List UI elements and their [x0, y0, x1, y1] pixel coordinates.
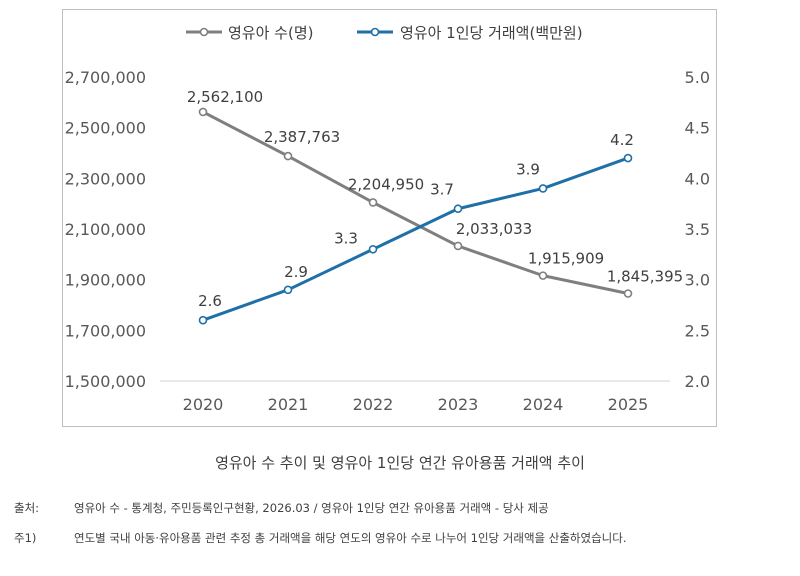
series-1-point [453, 241, 463, 251]
right-axis-tick-label: 3.5 [685, 220, 710, 239]
legend-label-2: 영유아 1인당 거래액(백만원) [400, 24, 583, 42]
series-line-1 [202, 110, 629, 295]
series-2-data-label: 2.6 [198, 292, 222, 310]
left-axis-tick-label: 2,700,000 [65, 68, 146, 87]
x-axis-tick-label: 2025 [608, 395, 649, 414]
chart-caption: 영유아 수 추이 및 영유아 1인당 연간 유아용품 거래액 추이 [215, 454, 585, 472]
footnote-text: 연도별 국내 아동·유아용품 관련 추정 총 거래액을 해당 연도의 영유아 수… [74, 531, 627, 545]
x-axis-tick-label: 2024 [523, 395, 564, 414]
legend-label-1: 영유아 수(명) [228, 24, 313, 42]
source-note-label: 출처: [14, 501, 40, 515]
series-2-point [453, 204, 463, 214]
series-1-data-label: 1,845,395 [607, 267, 683, 285]
line-chart: 1,500,000 1,700,000 1,900,000 2,100,000 2,30… [65, 24, 710, 414]
series-1-data-label: 2,387,763 [264, 128, 340, 146]
series-2-point [283, 285, 293, 295]
series-line-2 [202, 156, 629, 322]
right-axis-tick-label: 3.0 [685, 271, 710, 290]
series-2-point [198, 315, 208, 325]
series-1-data-label: 2,033,033 [456, 220, 532, 238]
series-1-point [538, 271, 548, 280]
left-axis-tick-label: 2,100,000 [65, 220, 146, 239]
series-2-point [368, 244, 378, 254]
series-1-data-label: 2,204,950 [348, 175, 424, 193]
series-2-point [623, 153, 633, 163]
right-axis-tick-label: 2.0 [685, 372, 710, 391]
series-2-data-label: 3.3 [334, 229, 358, 247]
legend-marker-2 [370, 27, 380, 37]
right-axis-tick-label: 4.5 [685, 119, 710, 138]
series-2-data-label: 2.9 [284, 263, 308, 281]
series-1-data-label: 2,562,100 [187, 88, 263, 106]
chart-frame [62, 9, 717, 427]
right-axis-tick-label: 4.0 [685, 169, 710, 188]
series-2-data-label: 4.2 [610, 131, 634, 149]
left-axis-tick-label: 1,900,000 [65, 271, 146, 290]
series-1-data-label: 1,915,909 [528, 250, 604, 268]
footnote-label: 주1) [14, 531, 37, 545]
left-axis-tick-label: 1,500,000 [65, 372, 146, 391]
series-1-point [368, 198, 378, 207]
series-2-point [538, 184, 548, 193]
left-axis-tick-label: 2,500,000 [65, 119, 146, 138]
left-axis-tick-label: 2,300,000 [65, 169, 146, 188]
source-note-text: 영유아 수 - 통계청, 주민등록인구현황, 2026.03 / 영유아 1인당… [74, 501, 549, 515]
series-2-data-label: 3.7 [430, 181, 454, 199]
x-axis-tick-label: 2021 [268, 395, 309, 414]
series-1-point [283, 151, 293, 161]
series-1-point [198, 107, 208, 117]
right-axis-tick-label: 2.5 [685, 321, 710, 340]
series-1-point [623, 289, 633, 298]
x-axis-tick-label: 2020 [183, 395, 224, 414]
left-axis-tick-label: 1,700,000 [65, 321, 146, 340]
series-2-data-label: 3.9 [516, 160, 540, 178]
legend-marker-1 [199, 27, 209, 37]
x-axis-tick-label: 2022 [353, 395, 394, 414]
x-axis-tick-label: 2023 [438, 395, 479, 414]
right-axis-tick-label: 5.0 [685, 68, 710, 87]
